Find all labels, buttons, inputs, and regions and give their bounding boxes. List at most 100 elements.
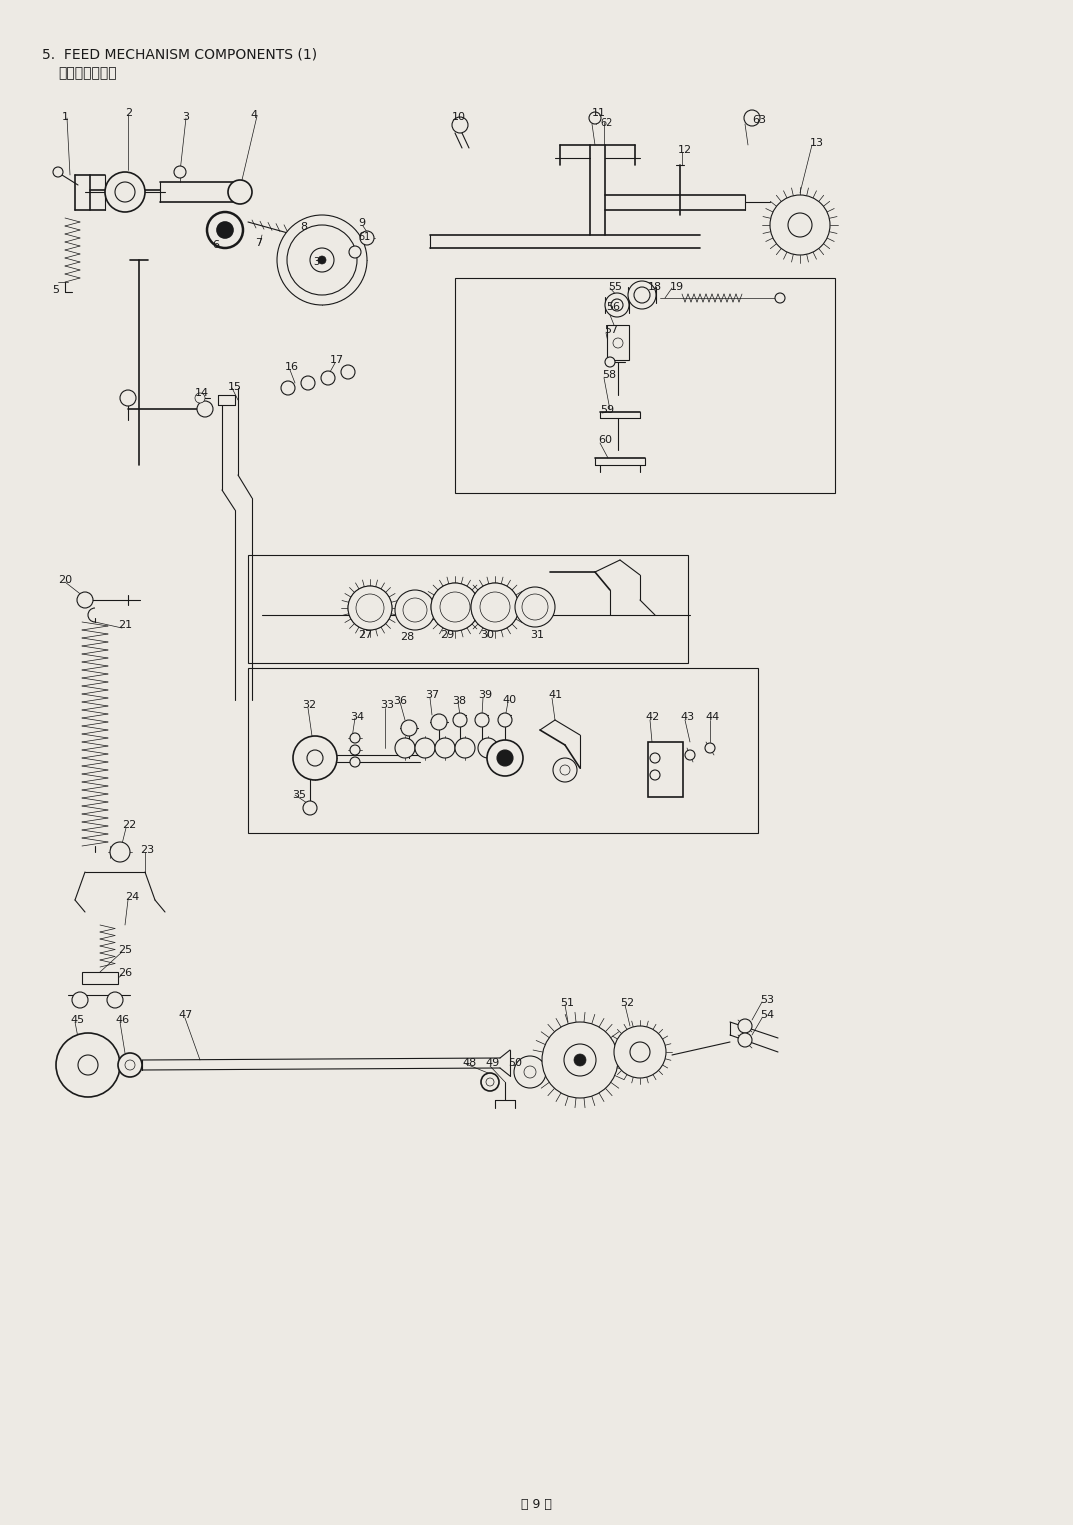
- Text: 34: 34: [350, 712, 364, 721]
- Text: 59: 59: [600, 406, 614, 415]
- Circle shape: [105, 172, 145, 212]
- Text: 33: 33: [380, 700, 394, 711]
- Circle shape: [628, 281, 656, 310]
- Text: 44: 44: [705, 712, 719, 721]
- Text: 51: 51: [560, 997, 574, 1008]
- Circle shape: [524, 1066, 536, 1078]
- Text: 40: 40: [502, 695, 516, 705]
- Circle shape: [307, 750, 323, 766]
- Circle shape: [349, 246, 361, 258]
- Bar: [82, 971, 118, 984]
- Text: 5.  FEED MECHANISM COMPONENTS (1): 5. FEED MECHANISM COMPONENTS (1): [42, 47, 318, 63]
- Circle shape: [738, 1019, 752, 1032]
- Text: 2: 2: [124, 108, 132, 117]
- Circle shape: [435, 738, 455, 758]
- Text: 62: 62: [600, 117, 613, 128]
- Circle shape: [401, 720, 417, 737]
- Circle shape: [293, 737, 337, 779]
- Circle shape: [564, 1045, 596, 1077]
- Text: 38: 38: [452, 695, 466, 706]
- Text: 1: 1: [62, 111, 69, 122]
- Text: 11: 11: [592, 108, 606, 117]
- Text: 23: 23: [139, 845, 155, 856]
- Text: 12: 12: [678, 145, 692, 156]
- Circle shape: [605, 357, 615, 368]
- Circle shape: [440, 592, 470, 622]
- Circle shape: [480, 592, 510, 622]
- Circle shape: [207, 212, 242, 249]
- Circle shape: [53, 168, 63, 177]
- Circle shape: [286, 226, 357, 294]
- Circle shape: [605, 293, 629, 317]
- Circle shape: [72, 991, 88, 1008]
- Circle shape: [115, 181, 135, 201]
- Circle shape: [481, 1074, 499, 1090]
- Circle shape: [277, 215, 367, 305]
- Circle shape: [195, 393, 205, 403]
- Circle shape: [486, 1078, 494, 1086]
- Text: 32: 32: [302, 700, 317, 711]
- Circle shape: [303, 801, 317, 814]
- Text: 31: 31: [530, 630, 544, 640]
- Text: 13: 13: [810, 137, 824, 148]
- Circle shape: [348, 586, 392, 630]
- Text: 41: 41: [548, 689, 562, 700]
- Circle shape: [361, 230, 374, 246]
- Circle shape: [318, 256, 326, 264]
- Text: 46: 46: [115, 1016, 129, 1025]
- Circle shape: [589, 111, 601, 124]
- Text: 53: 53: [760, 994, 774, 1005]
- Circle shape: [281, 381, 295, 395]
- Text: 37: 37: [425, 689, 439, 700]
- Circle shape: [124, 1060, 135, 1071]
- Text: 43: 43: [680, 712, 694, 721]
- Circle shape: [310, 249, 334, 271]
- Text: 61: 61: [358, 232, 370, 242]
- Text: 55: 55: [608, 282, 622, 291]
- Text: 送り関係（１）: 送り関係（１）: [58, 66, 117, 79]
- Circle shape: [770, 195, 831, 255]
- Bar: [607, 325, 629, 360]
- Text: 36: 36: [393, 695, 407, 706]
- Text: 28: 28: [400, 631, 414, 642]
- Circle shape: [611, 299, 623, 311]
- Circle shape: [350, 746, 361, 755]
- Text: 4: 4: [250, 110, 258, 120]
- Circle shape: [56, 1032, 120, 1096]
- Circle shape: [650, 770, 660, 779]
- Circle shape: [120, 390, 136, 406]
- Circle shape: [498, 714, 512, 727]
- Circle shape: [614, 1026, 666, 1078]
- Circle shape: [111, 842, 130, 862]
- Text: 10: 10: [452, 111, 466, 122]
- Text: 49: 49: [485, 1058, 499, 1068]
- Text: － 9 －: － 9 －: [520, 1498, 552, 1511]
- Text: 22: 22: [122, 820, 136, 830]
- Text: 19: 19: [670, 282, 685, 291]
- Text: 45: 45: [70, 1016, 84, 1025]
- Text: 17: 17: [330, 355, 344, 364]
- Text: 20: 20: [58, 575, 72, 586]
- Text: 25: 25: [118, 946, 132, 955]
- Circle shape: [455, 738, 475, 758]
- Text: 15: 15: [227, 381, 242, 392]
- Circle shape: [431, 714, 447, 730]
- Circle shape: [471, 583, 519, 631]
- Text: 18: 18: [648, 282, 662, 291]
- Text: 16: 16: [285, 361, 299, 372]
- Circle shape: [521, 595, 548, 621]
- Circle shape: [542, 1022, 618, 1098]
- Circle shape: [403, 598, 427, 622]
- Circle shape: [356, 595, 384, 622]
- Circle shape: [553, 758, 577, 782]
- Circle shape: [744, 110, 760, 127]
- Text: 9: 9: [358, 218, 365, 229]
- Circle shape: [227, 180, 252, 204]
- Text: 52: 52: [620, 997, 634, 1008]
- Circle shape: [574, 1054, 586, 1066]
- Circle shape: [775, 293, 785, 303]
- Bar: [648, 743, 684, 798]
- Circle shape: [453, 714, 467, 727]
- Circle shape: [217, 223, 233, 238]
- Bar: [455, 278, 835, 493]
